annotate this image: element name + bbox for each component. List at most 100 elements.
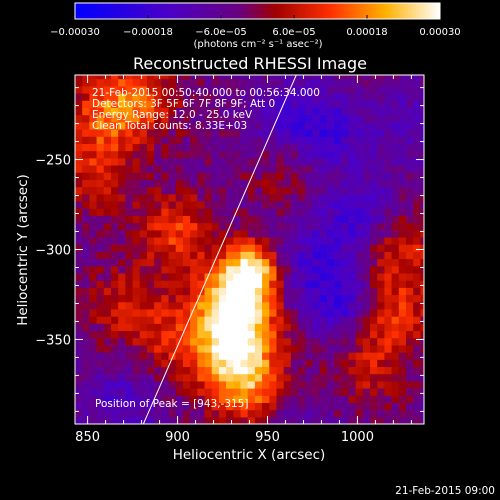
- heatmap-cell: [146, 308, 155, 317]
- heatmap-cell: [290, 222, 299, 231]
- heatmap-cell: [175, 222, 184, 231]
- heatmap-cell: [247, 208, 256, 216]
- heatmap-cell: [326, 150, 335, 159]
- heatmap-cell: [305, 352, 314, 360]
- heatmap-cell: [146, 352, 155, 360]
- heatmap-cell: [110, 402, 119, 411]
- heatmap-cell: [312, 208, 321, 216]
- heatmap-cell: [341, 251, 350, 260]
- heatmap-cell: [118, 380, 126, 389]
- heatmap-cell: [348, 193, 357, 202]
- heatmap-cell: [161, 380, 170, 389]
- heatmap-cell: [262, 258, 270, 267]
- heatmap-cell: [319, 208, 328, 216]
- heatmap-cell: [240, 287, 249, 296]
- heatmap-cell: [391, 402, 400, 411]
- heatmap-cell: [326, 416, 335, 424]
- heatmap-cell: [413, 164, 422, 173]
- heatmap-cell: [312, 287, 321, 296]
- heatmap-cell: [406, 380, 414, 389]
- heatmap-cell: [190, 280, 198, 288]
- heatmap-cell: [110, 157, 119, 166]
- heatmap-cell: [298, 280, 306, 288]
- heatmap-cell: [96, 157, 105, 166]
- heatmap-cell: [298, 265, 306, 274]
- heatmap-cell: [110, 75, 119, 80]
- heatmap-cell: [125, 265, 134, 274]
- heatmap-cell: [254, 200, 263, 209]
- heatmap-cell: [103, 323, 112, 332]
- heatmap-cell: [197, 100, 206, 108]
- heatmap-cell: [103, 294, 112, 303]
- heatmap-cell: [161, 107, 170, 116]
- heatmap-cell: [305, 301, 314, 310]
- heatmap-cell: [362, 121, 371, 130]
- heatmap-cell: [110, 200, 119, 209]
- heatmap-cell: [110, 337, 119, 346]
- heatmap-cell: [146, 107, 155, 116]
- heatmap-cell: [276, 85, 285, 94]
- heatmap-cell: [334, 251, 342, 260]
- colorbar-ticks: −0.00030 −0.00018 −6.0e−05 6.0e−05 0.00018 0.…: [50, 2, 461, 38]
- heatmap-cell: [125, 373, 134, 382]
- heatmap-cell: [175, 265, 184, 274]
- heatmap-cell: [211, 416, 220, 424]
- heatmap-cell: [96, 164, 105, 173]
- heatmap-cell: [110, 114, 119, 123]
- heatmap-cell: [283, 85, 292, 94]
- heatmap-cell: [211, 208, 220, 216]
- heatmap-cell: [146, 85, 155, 94]
- heatmap-cell: [197, 388, 206, 396]
- heatmap-cell: [240, 107, 249, 116]
- heatmap-cell: [298, 157, 306, 166]
- heatmap-cell: [413, 258, 422, 267]
- heatmap-cell: [226, 200, 234, 209]
- heatmap-cell: [406, 344, 414, 353]
- heatmap-cell: [82, 265, 90, 274]
- heatmap-cell: [218, 352, 227, 360]
- heatmap-cell: [103, 78, 112, 87]
- heatmap-cell: [204, 85, 213, 94]
- heatmap-cell: [103, 208, 112, 216]
- heatmap-cell: [161, 416, 170, 424]
- heatmap-cell: [348, 136, 357, 144]
- heatmap-cell: [218, 107, 227, 116]
- heatmap-cell: [103, 186, 112, 195]
- heatmap-cell: [168, 128, 177, 137]
- x-tick-label: 1000: [341, 430, 374, 445]
- heatmap-cell: [283, 316, 292, 324]
- heatmap-cell: [262, 85, 270, 94]
- heatmap-cell: [82, 208, 90, 216]
- heatmap-cell: [82, 323, 90, 332]
- heatmap-cell: [283, 352, 292, 360]
- heatmap-cell: [96, 193, 105, 202]
- heatmap-cell: [182, 316, 191, 324]
- heatmap-cell: [103, 75, 112, 80]
- heatmap-cell: [406, 337, 414, 346]
- heatmap-cell: [197, 395, 206, 404]
- heatmap-cell: [290, 251, 299, 260]
- heatmap-cell: [406, 416, 414, 424]
- heatmap-cell: [312, 316, 321, 324]
- heatmap-cell: [118, 272, 126, 281]
- heatmap-cell: [283, 114, 292, 123]
- heatmap-cell: [312, 344, 321, 353]
- heatmap-cell: [319, 272, 328, 281]
- heatmap-cell: [326, 143, 335, 152]
- heatmap-cell: [269, 78, 278, 87]
- heatmap-cell: [362, 215, 371, 224]
- heatmap-cell: [355, 121, 364, 130]
- heatmap-cell: [139, 179, 148, 188]
- heatmap-cell: [233, 179, 242, 188]
- heatmap-cell: [298, 301, 306, 310]
- heatmap-cell: [254, 251, 263, 260]
- heatmap-cell: [362, 265, 371, 274]
- heatmap-cell: [96, 200, 105, 209]
- heatmap-cell: [355, 344, 364, 353]
- heatmap-cell: [218, 265, 227, 274]
- heatmap-cell: [118, 229, 126, 238]
- heatmap-cell: [197, 280, 206, 288]
- heatmap-cell: [161, 193, 170, 202]
- heatmap-cell: [406, 179, 414, 188]
- heatmap-cell: [341, 164, 350, 173]
